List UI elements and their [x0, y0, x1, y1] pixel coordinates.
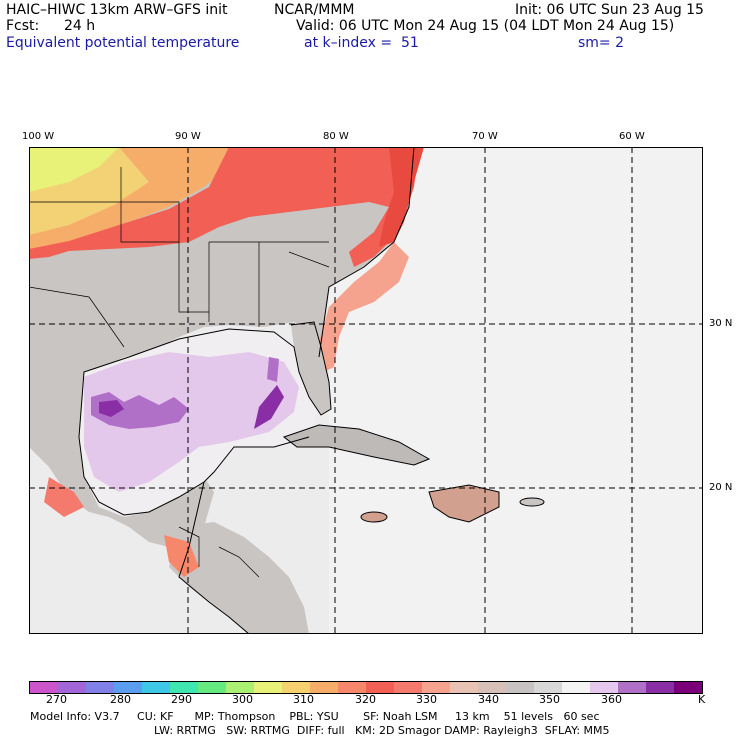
- lat-label-20n: 20 N: [709, 482, 733, 493]
- map-frame: [29, 147, 703, 634]
- colorbar-swatch-22: [646, 682, 674, 693]
- jamaica-island: [361, 512, 387, 522]
- warm-band-lightyellow: [29, 147, 119, 192]
- mid-atlantic-red: [379, 147, 424, 247]
- coastlines: [78, 147, 545, 634]
- model-info-line-1: Model Info: V3.7 CU: KF MP: Thompson PBL…: [30, 710, 600, 723]
- colorbar-swatch-19: [562, 682, 590, 693]
- colorbar-tick-350: 350: [539, 693, 560, 706]
- colorbar-unit: K: [698, 693, 706, 706]
- colorbar-tick-290: 290: [171, 693, 192, 706]
- land-mass: [29, 147, 414, 577]
- gulf-darkest-purple-2: [254, 385, 284, 429]
- colorbar-tick-280: 280: [110, 693, 131, 706]
- model-info-line-2: LW: RRTMG SW: RRTMG DIFF: full KM: 2D Sm…: [154, 724, 610, 737]
- colorbar-swatch-6: [198, 682, 226, 693]
- valid-time: Valid: 06 UTC Mon 24 Aug 15 (04 LDT Mon …: [296, 18, 675, 34]
- colorbar-swatch-23: [674, 682, 702, 693]
- colorbar-swatch-3: [114, 682, 142, 693]
- colorbar-swatch-10: [310, 682, 338, 693]
- colorbar-tick-340: 340: [478, 693, 499, 706]
- colorbar-tick-300: 300: [232, 693, 253, 706]
- central-america-land: [169, 522, 309, 634]
- colorbar-swatch-4: [142, 682, 170, 693]
- field-name: Equivalent potential temperature: [6, 35, 240, 51]
- colorbar-swatch-20: [590, 682, 618, 693]
- lat-lon-grid: [29, 147, 703, 634]
- gulf-darkest-purple-1: [99, 400, 124, 417]
- smoothing: sm= 2: [578, 35, 625, 51]
- colorbar-swatch-9: [282, 682, 310, 693]
- colorbar-swatch-14: [422, 682, 450, 693]
- lon-label-80w: 80 W: [323, 131, 349, 142]
- colorbar-swatch-17: [506, 682, 534, 693]
- colorbar-tick-320: 320: [355, 693, 376, 706]
- colorbar-tick-310: 310: [293, 693, 314, 706]
- lat-label-30n: 30 N: [709, 318, 733, 329]
- cuba-island: [284, 425, 429, 465]
- center-name: NCAR/MMM: [274, 2, 355, 18]
- colorbar-swatch-1: [58, 682, 86, 693]
- warm-band-orange: [29, 147, 244, 249]
- colorbar-swatch-16: [478, 682, 506, 693]
- forecast-label: Fcst:: [6, 18, 40, 34]
- colorbar-swatch-2: [86, 682, 114, 693]
- lon-label-60w: 60 W: [619, 131, 645, 142]
- colorbar-swatch-12: [366, 682, 394, 693]
- colorbar-tick-360: 360: [601, 693, 622, 706]
- gulf-purple-region: [84, 352, 299, 492]
- hispaniola-island: [429, 485, 499, 522]
- colorbar-swatch-7: [226, 682, 254, 693]
- lon-label-90w: 90 W: [175, 131, 201, 142]
- colorbar-tick-270: 270: [46, 693, 67, 706]
- init-time: Init: 06 UTC Sun 23 Aug 15: [515, 2, 704, 18]
- mexico-warm-spot: [44, 477, 84, 517]
- colorbar: [29, 681, 703, 694]
- map-panel: [29, 147, 703, 634]
- colorbar-tick-330: 330: [416, 693, 437, 706]
- theta-e-map: [29, 147, 703, 634]
- salmon-plume: [319, 242, 409, 372]
- lon-label-70w: 70 W: [472, 131, 498, 142]
- puerto-rico-island: [520, 498, 544, 506]
- model-title: HAIC–HIWC 13km ARW–GFS init: [6, 2, 228, 18]
- warm-band-red: [29, 147, 419, 267]
- colorbar-swatch-21: [618, 682, 646, 693]
- political-borders: [29, 167, 330, 578]
- gulf-dark-purple-3: [267, 357, 279, 382]
- central-america-warm-spot: [164, 535, 199, 577]
- colorbar-swatch-15: [450, 682, 478, 693]
- level-index: at k–index = 51: [304, 35, 419, 51]
- colorbar-swatch-5: [170, 682, 198, 693]
- colorbar-swatch-8: [254, 682, 282, 693]
- colorbar-swatch-18: [534, 682, 562, 693]
- forecast-hour: 24 h: [64, 18, 96, 34]
- colorbar-swatch-11: [338, 682, 366, 693]
- lon-label-100w: 100 W: [22, 131, 55, 142]
- colorbar-swatch-0: [30, 682, 58, 693]
- florida-peninsula: [291, 322, 331, 415]
- colorbar-swatch-13: [394, 682, 422, 693]
